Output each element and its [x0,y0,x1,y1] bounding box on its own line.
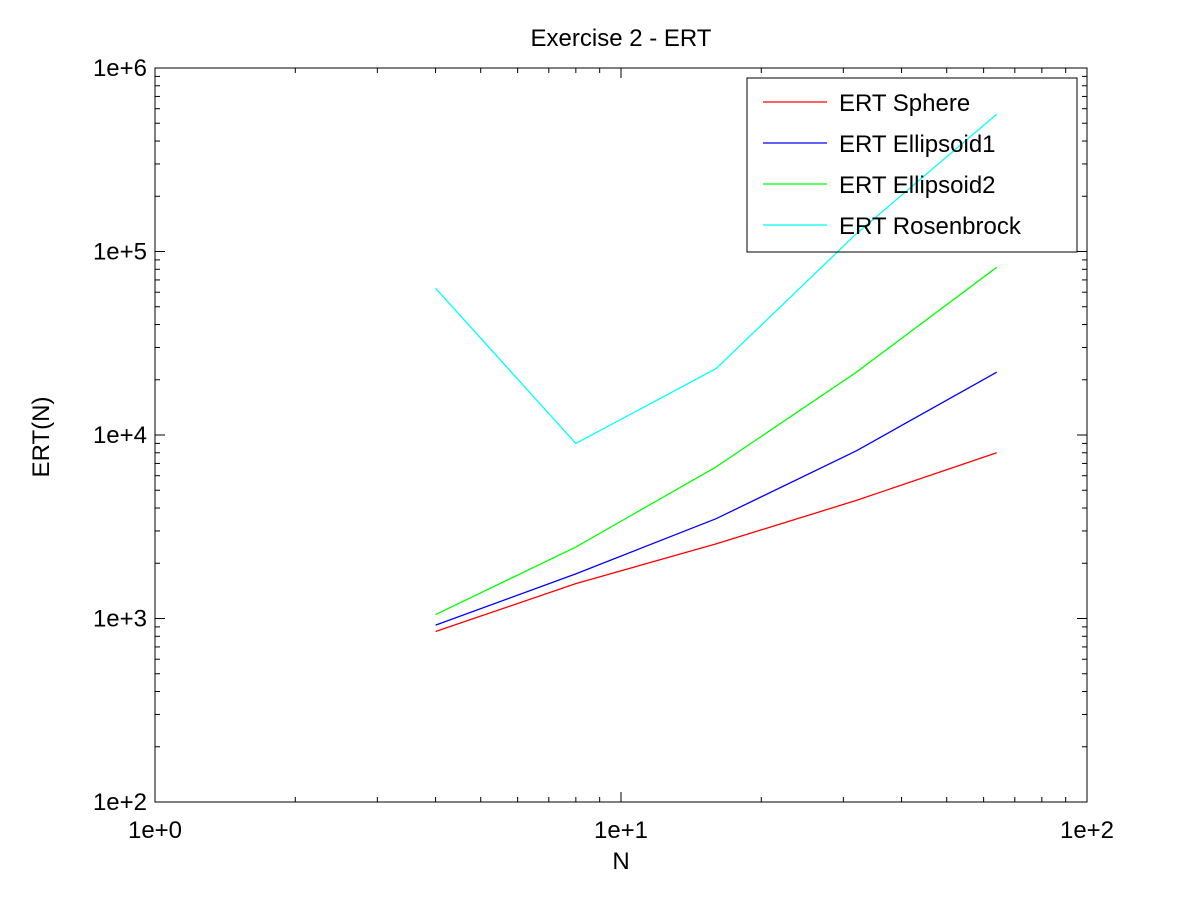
x-tick-label: 1e+0 [128,817,182,844]
plot-frame [154,67,1088,803]
legend-label-ert-rosenbrock: ERT Rosenbrock [839,213,1022,240]
x-tick-label: 1e+1 [594,817,648,844]
series-line-ert-sphere [435,452,997,633]
series-lines [435,113,998,633]
legend-label-ert-sphere: ERT Sphere [839,90,970,117]
series-line-ert-ellipsoid1 [435,371,998,626]
x-tick-label: 1e+2 [1060,817,1114,844]
y-tick-label: 1e+6 [93,55,147,82]
y-axis-label: ERT(N) [28,397,55,478]
chart-title: Exercise 2 - ERT [531,25,712,52]
y-tick-label: 1e+5 [93,239,147,266]
legend: ERT Sphere ERT Ellipsoid1 ERT Ellipsoid2 ER… [746,77,1078,253]
y-tick-label: 1e+3 [93,606,147,633]
legend-label-ert-ellipsoid2: ERT Ellipsoid2 [839,172,996,199]
x-axis-label: N [612,848,629,875]
legend-label-ert-ellipsoid1: ERT Ellipsoid1 [839,131,996,158]
y-tick-label: 1e+2 [93,789,147,816]
axis-ticks: 1e+0 1e+1 1e+2 1e+2 1e+3 1e+4 1e+5 1e+6 [93,55,1114,844]
legend-box [746,77,1078,253]
series-line-ert-rosenbrock [435,113,998,445]
series-line-ert-ellipsoid2 [435,266,998,616]
y-tick-label: 1e+4 [93,422,147,449]
